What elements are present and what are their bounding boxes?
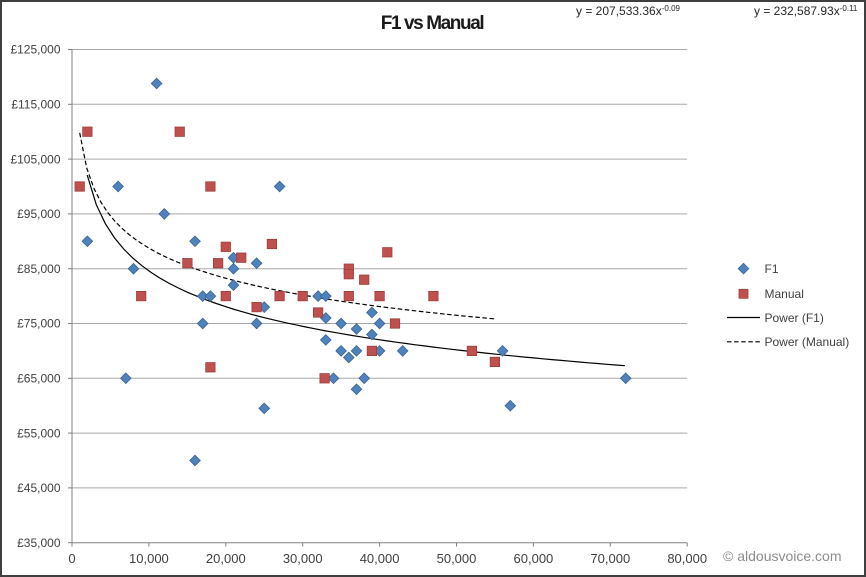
svg-text:£65,000: £65,000 <box>17 372 61 386</box>
svg-text:30,000: 30,000 <box>283 551 323 566</box>
svg-text:0: 0 <box>68 551 75 566</box>
svg-text:F1 vs Manual: F1 vs Manual <box>381 13 484 34</box>
svg-text:£45,000: £45,000 <box>17 481 61 495</box>
svg-text:£55,000: £55,000 <box>17 426 61 440</box>
svg-text:20,000: 20,000 <box>206 551 246 566</box>
svg-text:50,000: 50,000 <box>437 551 477 566</box>
svg-text:£75,000: £75,000 <box>17 317 61 331</box>
svg-text:60,000: 60,000 <box>514 551 554 566</box>
svg-text:Power (Manual): Power (Manual) <box>765 335 850 349</box>
svg-text:Power (F1): Power (F1) <box>765 311 824 325</box>
svg-text:© aldousvoice.com: © aldousvoice.com <box>723 548 841 564</box>
svg-text:£35,000: £35,000 <box>17 536 61 550</box>
svg-text:£95,000: £95,000 <box>17 207 61 221</box>
svg-text:10,000: 10,000 <box>129 551 169 566</box>
svg-text:Manual: Manual <box>765 287 804 301</box>
svg-text:y = 207,533.36x-0.09: y = 207,533.36x-0.09 <box>576 4 681 18</box>
svg-text:70,000: 70,000 <box>590 551 630 566</box>
svg-text:80,000: 80,000 <box>667 551 707 566</box>
svg-text:£85,000: £85,000 <box>17 262 61 276</box>
svg-text:F1: F1 <box>765 262 779 276</box>
svg-text:£125,000: £125,000 <box>10 43 60 57</box>
svg-text:y = 232,587.93x-0.11: y = 232,587.93x-0.11 <box>754 4 858 18</box>
svg-text:40,000: 40,000 <box>360 551 400 566</box>
svg-text:£105,000: £105,000 <box>10 152 60 166</box>
svg-text:£115,000: £115,000 <box>11 98 60 112</box>
